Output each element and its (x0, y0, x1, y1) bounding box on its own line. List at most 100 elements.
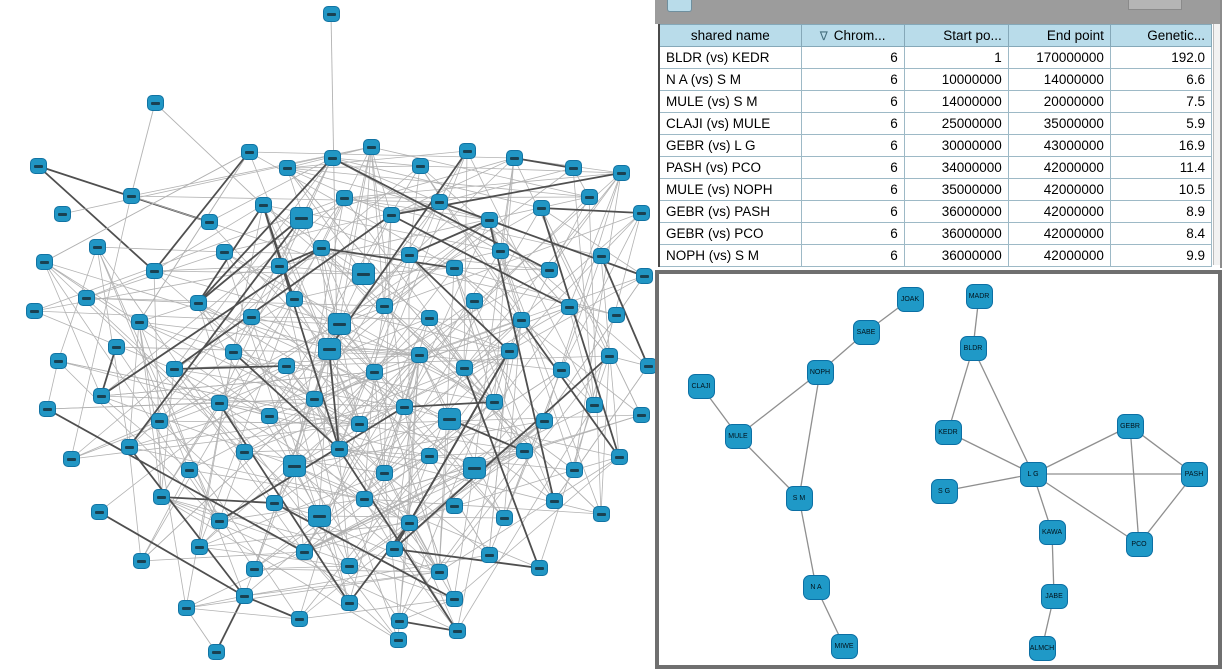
network-node[interactable] (532, 200, 550, 216)
table-cell[interactable]: NOPH (vs) S M (658, 244, 802, 267)
subnetwork-node-pash[interactable]: PASH (1180, 461, 1208, 487)
table-cell[interactable]: 6 (800, 178, 905, 201)
network-node[interactable] (610, 449, 628, 465)
table-cell[interactable]: 192.0 (1109, 46, 1213, 69)
table-cell[interactable]: 42000000 (1007, 244, 1111, 267)
table-cell[interactable]: 1 (903, 46, 1009, 69)
network-node[interactable] (240, 144, 258, 160)
network-node[interactable] (389, 632, 407, 648)
subnetwork-node-gebr[interactable]: GEBR (1116, 413, 1144, 439)
network-node[interactable] (340, 595, 358, 611)
network-node[interactable] (180, 462, 198, 478)
table-cell[interactable]: PASH (vs) PCO (658, 156, 802, 179)
network-node[interactable] (382, 207, 400, 223)
network-node[interactable] (495, 510, 513, 526)
network-node[interactable] (290, 611, 308, 627)
network-node[interactable] (639, 358, 655, 374)
network-node[interactable] (235, 444, 253, 460)
network-node[interactable] (350, 416, 368, 432)
table-cell[interactable]: 42000000 (1007, 178, 1111, 201)
column-header-shared-name[interactable]: shared name (658, 24, 802, 47)
table-row[interactable]: GEBR (vs) PCO 6 36000000 42000000 8.4 (658, 222, 1213, 245)
table-cell[interactable]: 6 (800, 244, 905, 267)
network-node[interactable] (25, 303, 43, 319)
table-row[interactable]: MULE (vs) NOPH 6 35000000 42000000 10.5 (658, 178, 1213, 201)
network-node[interactable] (420, 310, 438, 326)
network-node[interactable] (245, 561, 263, 577)
table-cell[interactable]: 20000000 (1007, 90, 1111, 113)
network-node[interactable] (400, 247, 418, 263)
network-node[interactable] (165, 361, 183, 377)
network-node[interactable] (480, 212, 498, 228)
network-node[interactable] (545, 493, 563, 509)
network-node[interactable] (585, 397, 603, 413)
subnetwork-node-n-a[interactable]: N A (802, 574, 830, 600)
network-node[interactable] (317, 338, 341, 360)
network-node[interactable] (88, 239, 106, 255)
network-node[interactable] (189, 295, 207, 311)
network-node[interactable] (491, 243, 509, 259)
network-node[interactable] (277, 358, 295, 374)
network-node[interactable] (265, 495, 283, 511)
table-cell[interactable]: 9.9 (1109, 244, 1213, 267)
subnetwork-node-claji[interactable]: CLAJI (687, 373, 715, 399)
subnetwork-node-l-g[interactable]: L G (1019, 461, 1047, 487)
network-node[interactable] (282, 455, 306, 477)
network-node[interactable] (592, 506, 610, 522)
network-node[interactable] (90, 504, 108, 520)
network-node[interactable] (448, 623, 466, 639)
table-cell[interactable]: GEBR (vs) PCO (658, 222, 802, 245)
network-node[interactable] (35, 254, 53, 270)
network-node[interactable] (445, 260, 463, 276)
network-node[interactable] (355, 491, 373, 507)
table-cell[interactable]: MULE (vs) S M (658, 90, 802, 113)
network-node[interactable] (152, 489, 170, 505)
network-node[interactable] (307, 505, 331, 527)
column-header-end-point[interactable]: End point (1007, 24, 1111, 47)
network-node[interactable] (330, 441, 348, 457)
network-node[interactable] (400, 515, 418, 531)
network-node[interactable] (365, 364, 383, 380)
network-node[interactable] (335, 190, 353, 206)
table-row[interactable]: NOPH (vs) S M 6 36000000 42000000 9.9 (658, 244, 1213, 267)
network-node[interactable] (327, 313, 351, 335)
network-node[interactable] (254, 197, 272, 213)
network-node[interactable] (485, 394, 503, 410)
table-row[interactable]: MULE (vs) S M 6 14000000 20000000 7.5 (658, 90, 1213, 113)
table-vertical-scrollbar[interactable] (1213, 24, 1221, 265)
network-node[interactable] (530, 560, 548, 576)
table-cell[interactable]: GEBR (vs) PASH (658, 200, 802, 223)
network-node[interactable] (580, 189, 598, 205)
table-row[interactable]: GEBR (vs) L G 6 30000000 43000000 16.9 (658, 134, 1213, 157)
subnetwork-node-noph[interactable]: NOPH (806, 359, 834, 385)
table-cell[interactable]: 43000000 (1007, 134, 1111, 157)
subnetwork-node-mule[interactable]: MULE (724, 423, 752, 449)
network-node[interactable] (351, 263, 375, 285)
network-node[interactable] (362, 139, 380, 155)
filter-icon[interactable]: ∇ (819, 29, 828, 43)
scrollbar-fragment[interactable] (1128, 0, 1182, 10)
table-cell[interactable]: 6 (800, 90, 905, 113)
table-cell[interactable]: 8.9 (1109, 200, 1213, 223)
network-node[interactable] (289, 207, 313, 229)
network-node[interactable] (592, 248, 610, 264)
subnetwork-node-sabe[interactable]: SABE (852, 319, 880, 345)
network-node[interactable] (375, 465, 393, 481)
table-row[interactable]: CLAJI (vs) MULE 6 25000000 35000000 5.9 (658, 112, 1213, 135)
network-node[interactable] (260, 408, 278, 424)
network-node[interactable] (410, 347, 428, 363)
network-node[interactable] (385, 541, 403, 557)
subnetwork-node-pco[interactable]: PCO (1125, 531, 1153, 557)
network-node[interactable] (420, 448, 438, 464)
network-node[interactable] (565, 462, 583, 478)
table-cell[interactable]: MULE (vs) NOPH (658, 178, 802, 201)
table-cell[interactable]: 42000000 (1007, 222, 1111, 245)
network-node[interactable] (29, 158, 47, 174)
network-node[interactable] (465, 293, 483, 309)
network-node[interactable] (242, 309, 260, 325)
network-node[interactable] (515, 443, 533, 459)
network-node[interactable] (540, 262, 558, 278)
table-cell[interactable]: N A (vs) S M (658, 68, 802, 91)
network-node[interactable] (130, 314, 148, 330)
table-cell[interactable]: 42000000 (1007, 156, 1111, 179)
